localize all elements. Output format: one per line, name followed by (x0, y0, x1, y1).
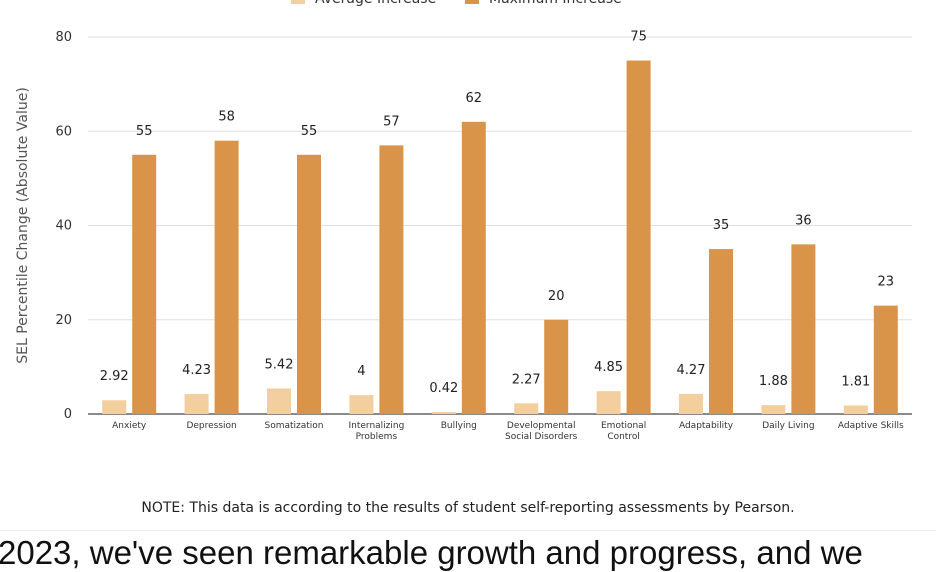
x-tick-label: Somatization (264, 421, 323, 431)
legend-swatch (465, 0, 479, 4)
bar (544, 319, 569, 414)
bar (873, 305, 898, 414)
data-label: 1.88 (759, 374, 788, 389)
bar (626, 60, 651, 414)
x-tick-label: Depression (186, 421, 236, 431)
legend-swatch (291, 0, 305, 4)
data-label: 0.42 (429, 381, 458, 396)
divider (0, 530, 936, 531)
y-tick-label: 40 (55, 219, 72, 234)
bar (761, 405, 786, 414)
data-label: 5.42 (265, 357, 294, 372)
bar (102, 400, 127, 414)
bar (461, 121, 486, 414)
body-text-caption: 2023, we've seen remarkable growth and p… (0, 534, 863, 571)
x-tick-label: Adaptive Skills (838, 421, 904, 431)
data-label: 23 (878, 275, 895, 290)
data-label: 4.85 (594, 360, 623, 375)
bar (431, 412, 456, 414)
bar (791, 244, 816, 414)
data-label: 62 (466, 91, 483, 106)
bar (379, 145, 404, 414)
x-tick-label: Adaptability (679, 421, 734, 431)
bar (514, 403, 539, 414)
data-label: 4.23 (182, 363, 211, 378)
data-label: 20 (548, 289, 565, 304)
bar (132, 154, 157, 414)
bar-chart: 0 20 40 60 80 SEL Percentile Change (Absolute… (15, 0, 912, 442)
x-tick-label: Internalizing (348, 421, 404, 431)
data-label: 55 (301, 124, 318, 139)
chart-card: 0 20 40 60 80 SEL Percentile Change (Absolute… (15, 0, 912, 442)
bar (267, 388, 291, 414)
x-tick-label: Anxiety (112, 421, 147, 431)
x-tick-label: Emotional (601, 421, 646, 431)
bar (297, 154, 321, 414)
y-tick-label: 20 (55, 313, 72, 328)
data-label: 75 (630, 30, 647, 45)
data-label: 58 (218, 110, 235, 125)
x-tick-label: Bullying (441, 421, 477, 431)
bar (214, 140, 239, 415)
chart-note: NOTE: This data is according to the resu… (141, 500, 795, 516)
data-label: 36 (795, 213, 812, 228)
x-tick-label: Problems (356, 432, 398, 442)
data-label: 1.81 (841, 374, 870, 389)
y-tick-label: 80 (55, 30, 72, 45)
data-label: 4 (357, 364, 365, 379)
x-tick-label: Control (607, 432, 640, 442)
data-label: 2.27 (512, 372, 541, 387)
data-label: 4.27 (677, 363, 706, 378)
bar (184, 394, 209, 414)
x-tick-label: Developmental (507, 421, 576, 431)
bar (596, 391, 621, 414)
data-label: 35 (713, 218, 730, 233)
x-tick-label: Daily Living (762, 421, 814, 431)
data-label: 55 (136, 124, 153, 139)
legend-label: Average Increase (315, 0, 436, 7)
data-label: 2.92 (100, 369, 129, 384)
bar (843, 405, 868, 414)
legend-label: Maximum Increase (489, 0, 622, 7)
y-tick-label: 60 (55, 124, 72, 139)
bar (679, 393, 703, 414)
data-label: 57 (383, 114, 400, 129)
bar (709, 249, 733, 414)
y-axis-title: SEL Percentile Change (Absolute Value) (15, 87, 31, 364)
y-tick-label: 0 (64, 407, 72, 422)
x-tick-label: Social Disorders (505, 432, 578, 442)
bar (349, 395, 374, 414)
